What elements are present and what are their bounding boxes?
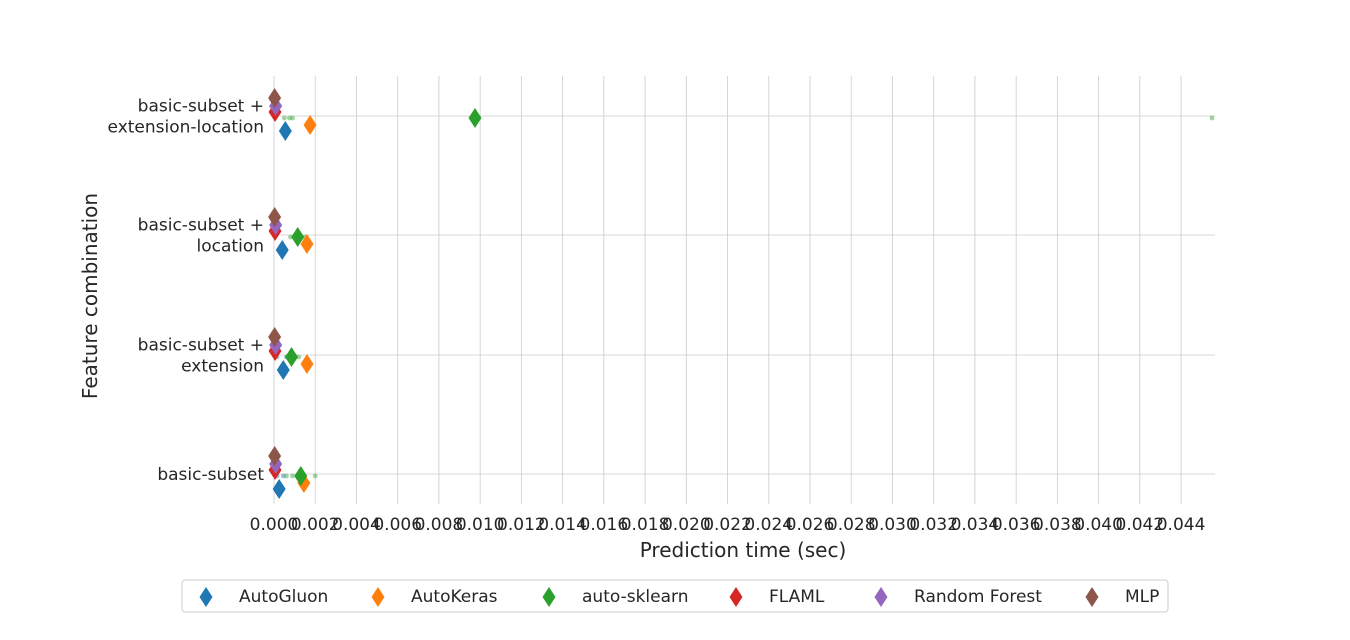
mean-marker bbox=[303, 115, 317, 135]
x-tick-label: 0.030 bbox=[868, 515, 917, 535]
x-tick-label: 0.004 bbox=[332, 515, 381, 535]
legend-frame bbox=[181, 579, 1169, 613]
x-tick-label: 0.006 bbox=[373, 515, 422, 535]
strip-point bbox=[296, 354, 302, 360]
mean-marker bbox=[278, 121, 292, 141]
y-axis-label: Feature combination bbox=[78, 193, 102, 399]
mean-marker bbox=[268, 207, 282, 227]
x-tick-label: 0.008 bbox=[415, 515, 464, 535]
strip-point bbox=[312, 473, 318, 479]
x-tick-label: 0.028 bbox=[827, 515, 876, 535]
mean-marker bbox=[300, 354, 314, 374]
legend-marker bbox=[542, 587, 556, 607]
mean-marker bbox=[291, 227, 305, 247]
legend-marker bbox=[199, 587, 213, 607]
mean-marker bbox=[468, 108, 482, 128]
mean-marker bbox=[268, 446, 282, 466]
legend-label: AutoKeras bbox=[411, 587, 498, 607]
strip-point bbox=[281, 115, 287, 121]
mean-marker bbox=[300, 234, 314, 254]
strip-point bbox=[290, 115, 295, 121]
legend-label: FLAML bbox=[769, 587, 825, 607]
mean-marker bbox=[268, 327, 282, 347]
y-tick-label: basic-subset bbox=[157, 465, 264, 485]
mean-marker bbox=[276, 360, 290, 380]
y-tick-label: basic-subset + bbox=[138, 216, 264, 236]
y-tick-label: basic-subset + bbox=[138, 336, 264, 356]
x-tick-label: 0.012 bbox=[497, 515, 546, 535]
legend-label: auto-sklearn bbox=[582, 587, 688, 607]
x-tick-label: 0.000 bbox=[250, 515, 299, 535]
x-axis-label: Prediction time (sec) bbox=[640, 538, 847, 562]
legend-label: Random Forest bbox=[914, 587, 1042, 607]
y-tick-label: location bbox=[197, 237, 264, 257]
strip-point bbox=[290, 473, 295, 479]
mean-marker bbox=[275, 240, 289, 260]
legend-marker bbox=[874, 587, 888, 607]
strip-point bbox=[287, 115, 292, 121]
y-tick-labels: basic-subset +extension-locationbasic-su… bbox=[108, 97, 265, 486]
mean-marker bbox=[285, 347, 299, 367]
y-tick-label: extension-location bbox=[108, 118, 264, 138]
x-tick-label: 0.036 bbox=[992, 515, 1041, 535]
legend-marker bbox=[729, 587, 743, 607]
strip-points bbox=[274, 115, 1215, 479]
legend-label: AutoGluon bbox=[239, 587, 328, 607]
mean-markers bbox=[268, 88, 482, 499]
grid bbox=[273, 76, 1215, 504]
x-tick-label: 0.026 bbox=[786, 515, 835, 535]
legend-label: MLP bbox=[1125, 587, 1159, 607]
x-tick-label: 0.044 bbox=[1157, 515, 1206, 535]
y-tick-label: extension bbox=[181, 357, 264, 377]
legend-marker bbox=[371, 587, 385, 607]
y-tick-label: basic-subset + bbox=[138, 97, 264, 117]
mean-marker bbox=[272, 479, 286, 499]
x-tick-label: 0.022 bbox=[703, 515, 752, 535]
x-tick-labels: 0.0000.0020.0040.0060.0080.0100.0120.014… bbox=[250, 515, 1206, 535]
x-tick-label: 0.002 bbox=[291, 515, 340, 535]
x-tick-label: 0.038 bbox=[1033, 515, 1082, 535]
mean-marker bbox=[268, 88, 282, 108]
x-tick-label: 0.042 bbox=[1116, 515, 1165, 535]
x-tick-label: 0.020 bbox=[662, 515, 711, 535]
strip-point bbox=[280, 473, 286, 479]
strip-point bbox=[288, 234, 293, 240]
legend-marker bbox=[1085, 587, 1099, 607]
strip-point bbox=[283, 473, 289, 479]
x-tick-label: 0.032 bbox=[909, 515, 958, 535]
x-tick-label: 0.034 bbox=[951, 515, 1000, 535]
strip-point bbox=[1209, 115, 1215, 121]
x-tick-label: 0.014 bbox=[538, 515, 587, 535]
x-tick-label: 0.018 bbox=[621, 515, 670, 535]
legend: AutoGluon AutoKeras auto-sklearn FLAML Rando… bbox=[181, 579, 1169, 613]
mean-marker bbox=[294, 466, 308, 486]
x-tick-label: 0.010 bbox=[456, 515, 505, 535]
x-tick-label: 0.040 bbox=[1074, 515, 1123, 535]
x-tick-label: 0.024 bbox=[744, 515, 793, 535]
x-tick-label: 0.016 bbox=[580, 515, 629, 535]
